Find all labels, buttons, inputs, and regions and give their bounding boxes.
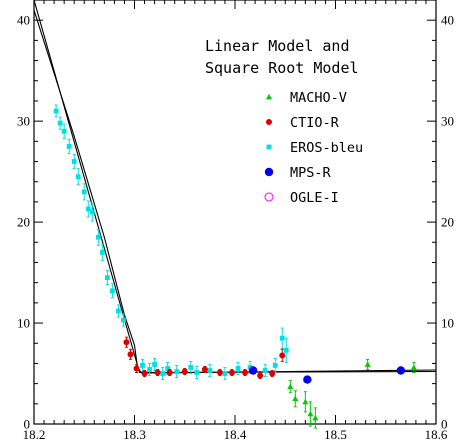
- eros-bleu-point: [109, 288, 115, 294]
- legend-marker-ogle-i: [264, 192, 274, 202]
- eros-bleu-point: [188, 365, 194, 370]
- eros-bleu-point: [53, 108, 59, 114]
- x-tick-label: 18.3: [123, 427, 146, 442]
- eros-bleu-point: [272, 363, 278, 368]
- legend-marker-macho-v: [266, 93, 272, 100]
- eros-bleu-point: [283, 347, 289, 353]
- y-tick-label-left: 30: [17, 114, 30, 129]
- y-tick-label-right: 10: [441, 316, 454, 331]
- legend-marker-eros-bleu: [266, 144, 272, 150]
- y-tick-label-right: 20: [441, 215, 454, 230]
- y-tick-label-left: 0: [24, 417, 31, 432]
- y-tick-label-right: 0: [441, 417, 448, 432]
- ctio-r-point: [141, 370, 148, 377]
- eros-bleu-point: [247, 365, 253, 370]
- eros-bleu-point: [116, 308, 121, 314]
- ctio-r-point: [154, 369, 161, 376]
- eros-bleu-point: [147, 367, 152, 372]
- x-tick-label: 18.6: [425, 427, 448, 442]
- macho-v-point: [292, 395, 299, 402]
- mps-r-point: [303, 375, 312, 384]
- eros-bleu-point: [160, 371, 166, 376]
- eros-bleu-point: [262, 368, 268, 373]
- macho-v-point: [410, 364, 417, 370]
- legend-marker-ctio-r: [266, 119, 272, 125]
- eros-bleu-point: [71, 159, 77, 164]
- legend-label-ogle-i: OGLE-I: [290, 190, 339, 206]
- model-curves: [33, 0, 437, 374]
- eros-bleu-point: [235, 366, 241, 371]
- eros-bleu-point: [279, 335, 285, 341]
- model-curve-1: [33, 0, 437, 374]
- ctio-r-point: [123, 339, 130, 346]
- ctio-r-point: [181, 368, 188, 375]
- ctio-r-point: [228, 369, 235, 376]
- eros-bleu-point: [152, 362, 157, 367]
- ctio-r-point: [242, 369, 249, 376]
- model-curve-2: [33, 9, 437, 374]
- macho-v-point: [312, 414, 319, 421]
- eros-bleu-point: [89, 209, 95, 215]
- eros-bleu-point: [222, 371, 228, 376]
- x-tick-label: 18.4: [224, 427, 247, 442]
- ctio-r-point: [201, 366, 208, 373]
- y-tick-label-left: 40: [17, 13, 30, 28]
- eros-bleu-point: [140, 363, 145, 368]
- legend-items: MACHO-V CTIO-R EROS-bleu MPS-R OGLE-I: [264, 90, 363, 206]
- macho-v-point: [364, 361, 371, 367]
- legend-marker-mps-r: [264, 167, 274, 177]
- eros-bleu-point: [121, 317, 126, 323]
- y-tick-label-left: 20: [17, 215, 30, 230]
- legend-label-macho-v: MACHO-V: [290, 90, 347, 106]
- ctio-r-point: [257, 372, 264, 379]
- eros-bleu-point: [174, 369, 180, 374]
- ctio-r-point: [166, 369, 173, 376]
- eros-bleu-point: [61, 128, 67, 134]
- macho-v-point: [287, 383, 294, 390]
- eros-bleu-point: [81, 189, 87, 195]
- eros-bleu-point: [66, 143, 72, 149]
- macho-v-point: [302, 398, 309, 405]
- y-tick-label-left: 10: [17, 316, 30, 331]
- legend-label-eros-bleu: EROS-bleu: [290, 140, 363, 156]
- eros-bleu-point: [194, 370, 200, 375]
- legend-title-line-1: Linear Model and: [205, 37, 350, 55]
- ctio-r-point: [127, 351, 134, 358]
- eros-bleu-point: [85, 206, 91, 212]
- mps-r-point: [248, 366, 258, 375]
- eros-bleu-point: [95, 234, 101, 240]
- ctio-r-point: [216, 369, 223, 376]
- legend: Linear Model and Square Root Model MACHO…: [205, 37, 363, 206]
- x-tick-label: 18.5: [324, 427, 347, 442]
- eros-bleu-point: [165, 366, 171, 371]
- y-tick-label-right: 40: [441, 13, 454, 28]
- y-tick-label-right: 30: [441, 114, 454, 129]
- eros-bleu-point: [207, 368, 213, 373]
- legend-label-mps-r: MPS-R: [290, 165, 332, 181]
- legend-title-line-2: Square Root Model: [205, 59, 359, 77]
- ctio-r-point: [269, 370, 276, 377]
- x-tick-label: 18.2: [23, 427, 46, 442]
- legend-label-ctio-r: CTIO-R: [290, 115, 340, 131]
- ctio-r-point: [133, 365, 140, 372]
- eros-bleu-point: [75, 174, 81, 180]
- ctio-r-point: [279, 352, 286, 359]
- eros-bleu-point: [104, 275, 110, 281]
- mps-r-point: [396, 366, 406, 375]
- eros-bleu-point: [57, 120, 63, 126]
- macho-v-point: [307, 410, 314, 417]
- eros-bleu-point: [99, 249, 105, 255]
- axis-ticks: [33, 0, 437, 425]
- data-points: [53, 104, 417, 429]
